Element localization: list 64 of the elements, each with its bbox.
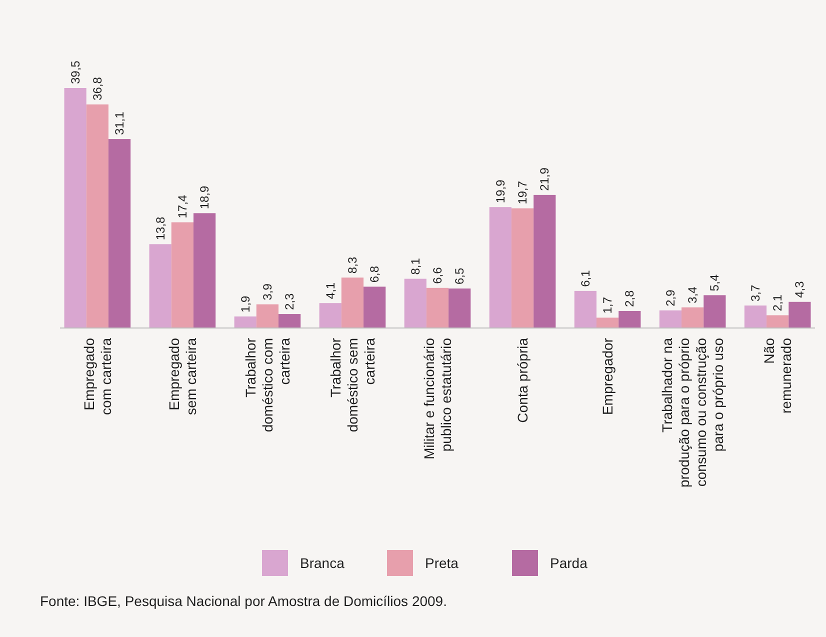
data-label: 13,8 bbox=[153, 216, 168, 240]
data-label: 2,8 bbox=[622, 290, 637, 307]
bar bbox=[744, 306, 767, 328]
bar bbox=[788, 302, 811, 328]
bar bbox=[364, 286, 386, 328]
data-label: 36,8 bbox=[90, 76, 104, 100]
legend-label: Branca bbox=[300, 555, 345, 571]
data-label: 18,9 bbox=[198, 185, 212, 210]
bar bbox=[659, 310, 682, 328]
data-label: 2,1 bbox=[770, 294, 785, 312]
bar bbox=[448, 288, 471, 328]
data-label: 17,4 bbox=[175, 194, 190, 218]
bar bbox=[149, 244, 172, 328]
data-label: 1,9 bbox=[238, 295, 252, 312]
bar bbox=[234, 316, 256, 328]
bar bbox=[511, 208, 534, 328]
data-label: 3,7 bbox=[748, 284, 762, 302]
bar bbox=[596, 318, 619, 328]
bar bbox=[256, 304, 279, 328]
data-label: 2,3 bbox=[282, 293, 297, 310]
x-tick-label: Trabalhor doméstico com carteira bbox=[242, 338, 292, 432]
x-tick-label: Trabalhor doméstico sem carteira bbox=[327, 338, 378, 432]
x-tick-label: Conta própria bbox=[514, 338, 531, 423]
data-label: 3,4 bbox=[686, 286, 700, 304]
data-label: 5,4 bbox=[708, 274, 722, 292]
data-label: 21,9 bbox=[538, 167, 552, 191]
data-label: 31,1 bbox=[112, 111, 127, 136]
data-label: 6,8 bbox=[368, 266, 382, 283]
data-label: 19,9 bbox=[493, 179, 508, 204]
bar bbox=[489, 207, 512, 328]
bar bbox=[171, 222, 194, 328]
data-label: 1,7 bbox=[600, 296, 615, 314]
bar bbox=[682, 307, 704, 328]
legend-label: Preta bbox=[425, 555, 459, 571]
bar bbox=[64, 88, 86, 328]
bar bbox=[404, 278, 426, 328]
bar bbox=[426, 288, 449, 328]
bar bbox=[193, 213, 216, 328]
bar bbox=[319, 303, 342, 328]
data-label: 4,1 bbox=[323, 282, 338, 300]
bar bbox=[618, 310, 641, 328]
x-tick-label: Empregador bbox=[600, 338, 616, 416]
data-label: 19,7 bbox=[516, 180, 530, 204]
data-label: 6,6 bbox=[430, 266, 444, 284]
bar bbox=[86, 104, 108, 328]
bar bbox=[766, 315, 789, 328]
data-label: 6,1 bbox=[578, 270, 592, 287]
x-tick-label: Empregado com carteira bbox=[80, 338, 114, 416]
data-label: 2,9 bbox=[663, 289, 678, 306]
data-label: 39,5 bbox=[68, 60, 82, 84]
legend-label: Parda bbox=[550, 555, 588, 571]
data-label: 3,9 bbox=[260, 283, 274, 300]
bar bbox=[278, 314, 301, 328]
bar bbox=[704, 295, 726, 328]
bar bbox=[341, 278, 364, 328]
data-label: 8,3 bbox=[345, 256, 360, 274]
x-tick-label: Trabalhador na produção para o próprio consumo ou construção para o próprio uso bbox=[659, 338, 726, 488]
bar bbox=[108, 139, 131, 328]
data-label: 4,3 bbox=[792, 280, 807, 298]
bar bbox=[574, 290, 596, 328]
data-label: 8,1 bbox=[408, 258, 422, 275]
bar bbox=[534, 194, 556, 328]
data-label: 6,5 bbox=[452, 268, 467, 285]
source-note: Fonte: IBGE, Pesquisa Nacional por Amostra de Domicílios 2009. bbox=[40, 593, 447, 609]
